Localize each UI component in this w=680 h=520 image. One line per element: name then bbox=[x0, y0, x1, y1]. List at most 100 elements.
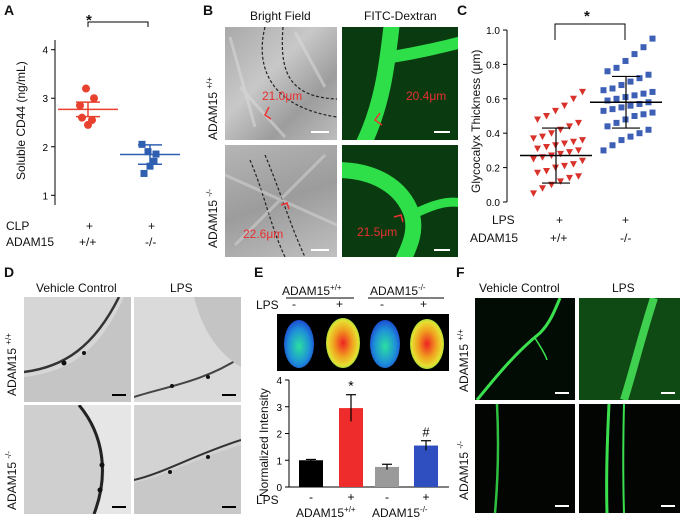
panel-a-row1-v2: + bbox=[148, 219, 156, 233]
panel-e-lps-label: LPS bbox=[256, 298, 279, 312]
a-ytick-label: 1 bbox=[42, 191, 48, 202]
panel-e-lps-v1: - bbox=[292, 297, 296, 311]
c-point-ko bbox=[618, 82, 625, 89]
c-point-ko bbox=[645, 71, 652, 78]
panel-label-d: D bbox=[4, 264, 15, 280]
c-point-wt bbox=[570, 138, 577, 146]
panel-c-row2-v1: +/+ bbox=[550, 231, 568, 245]
panel-label-e: E bbox=[254, 264, 264, 280]
panel-f-vehicle-top bbox=[475, 298, 575, 400]
c-point-ko bbox=[636, 75, 643, 82]
a-point-wt bbox=[78, 113, 86, 122]
panel-e-bottom-lps: LPS bbox=[256, 493, 279, 507]
e-ytick-label: 1 bbox=[276, 456, 282, 467]
panel-d-em-vehicle-bottom bbox=[24, 405, 131, 514]
c-point-ko bbox=[604, 97, 611, 104]
c-point-ko bbox=[627, 102, 634, 109]
c-point-wt bbox=[539, 185, 546, 192]
a-point-wt bbox=[82, 84, 90, 93]
c-point-ko bbox=[640, 90, 647, 97]
c-point-wt bbox=[561, 162, 568, 170]
panel-b-fitc-top bbox=[342, 27, 458, 140]
e-xtick-label: + bbox=[422, 490, 429, 504]
a-point-wt bbox=[90, 94, 98, 103]
c-point-ko bbox=[604, 68, 611, 75]
panel-e-heatmap-strip bbox=[277, 314, 449, 371]
panel-b-measure-2: 20.4μm bbox=[406, 89, 447, 103]
c-point-ko bbox=[622, 57, 629, 64]
a-ytick-label: 3 bbox=[42, 94, 48, 105]
c-point-wt bbox=[566, 149, 573, 156]
panel-label-f: F bbox=[456, 264, 465, 280]
c-point-ko bbox=[609, 85, 616, 92]
e-bar bbox=[414, 445, 438, 487]
panel-b-row1: ADAM15 +/+ bbox=[205, 77, 220, 140]
panel-b-fitc-bottom bbox=[342, 145, 458, 257]
panel-e-lps-v2: + bbox=[336, 297, 344, 311]
panel-d-row2: ADAM15 -/- bbox=[4, 451, 19, 510]
c-point-ko bbox=[649, 35, 656, 42]
panel-e-chart: 0 1 2 3 4 - + - + * # bbox=[276, 376, 449, 504]
panel-f-row1: ADAM15 +/+ bbox=[456, 329, 471, 392]
e-ytick-label: 0 bbox=[276, 483, 282, 494]
panel-c-row2-v2: -/- bbox=[620, 231, 632, 245]
c-point-ko bbox=[649, 88, 656, 95]
panel-c-row1-v1: + bbox=[556, 213, 564, 227]
c-point-ko bbox=[609, 106, 616, 113]
e-xtick-label: - bbox=[309, 490, 313, 504]
c-point-wt bbox=[534, 169, 541, 177]
c-point-wt bbox=[570, 95, 577, 103]
a-point-ko bbox=[146, 162, 154, 170]
panel-c-sig: * bbox=[584, 8, 590, 25]
panel-f-lps-top bbox=[579, 298, 680, 400]
e-ytick-label: 3 bbox=[276, 403, 282, 414]
panel-b-col2: FITC-Dextran bbox=[364, 9, 437, 23]
panel-f-col1: Vehicle Control bbox=[479, 281, 560, 295]
c-point-wt bbox=[566, 123, 573, 130]
panel-label-a: A bbox=[4, 2, 15, 18]
panel-d-em-lps-top bbox=[134, 297, 241, 402]
c-ytick-label: 0.0 bbox=[486, 198, 500, 209]
panel-a-row2-label: ADAM15 bbox=[6, 235, 55, 249]
panel-b-measure-3: 22.6μm bbox=[243, 227, 284, 241]
panel-c-row2-label: ADAM15 bbox=[470, 231, 519, 245]
c-point-wt bbox=[570, 161, 577, 168]
c-point-wt bbox=[543, 113, 550, 120]
c-point-wt bbox=[575, 147, 582, 154]
c-point-ko bbox=[631, 92, 638, 99]
c-point-wt bbox=[552, 107, 559, 115]
e-xtick-label: + bbox=[347, 490, 354, 504]
c-point-wt bbox=[557, 178, 564, 185]
c-point-ko bbox=[613, 64, 620, 71]
e-bar bbox=[299, 460, 323, 487]
a-point-ko bbox=[140, 169, 148, 177]
e-star: * bbox=[348, 378, 354, 394]
c-ytick-label: 0.6 bbox=[486, 95, 500, 106]
c-point-wt bbox=[575, 119, 582, 127]
e-xtick-label: - bbox=[385, 490, 389, 504]
a-point-ko bbox=[144, 148, 152, 156]
panel-d-em-lps-bottom bbox=[134, 405, 241, 514]
c-point-ko bbox=[600, 107, 607, 114]
c-point-wt bbox=[548, 130, 555, 137]
c-point-ko bbox=[649, 109, 656, 116]
e-hash: # bbox=[422, 425, 430, 440]
panel-c-ylabel: Glycocalyx Thickness (μm) bbox=[469, 49, 483, 193]
c-point-wt bbox=[539, 133, 546, 141]
c-point-wt bbox=[579, 137, 586, 144]
c-point-ko bbox=[640, 111, 647, 118]
panel-b-brightfield-bottom bbox=[225, 145, 337, 257]
panel-e-ylabel: Normalized Intensity bbox=[257, 388, 271, 497]
a-point-wt bbox=[84, 120, 92, 129]
panel-e-bottom-group1: ADAM15+/+ bbox=[296, 505, 356, 520]
panel-c-row1-label: LPS bbox=[492, 213, 515, 227]
panel-a-sig: * bbox=[86, 12, 92, 29]
panel-label-c: C bbox=[457, 2, 468, 18]
panel-e-header-lines bbox=[286, 297, 444, 299]
panel-a-ylabel: Soluble CD44 (ng/mL) bbox=[14, 61, 28, 180]
panel-f-vehicle-bottom bbox=[475, 404, 575, 513]
c-point-wt bbox=[579, 157, 586, 165]
c-point-ko bbox=[627, 133, 634, 140]
panel-f-row2: ADAM15 -/- bbox=[456, 441, 471, 500]
c-ytick-label: 0.8 bbox=[486, 60, 500, 71]
